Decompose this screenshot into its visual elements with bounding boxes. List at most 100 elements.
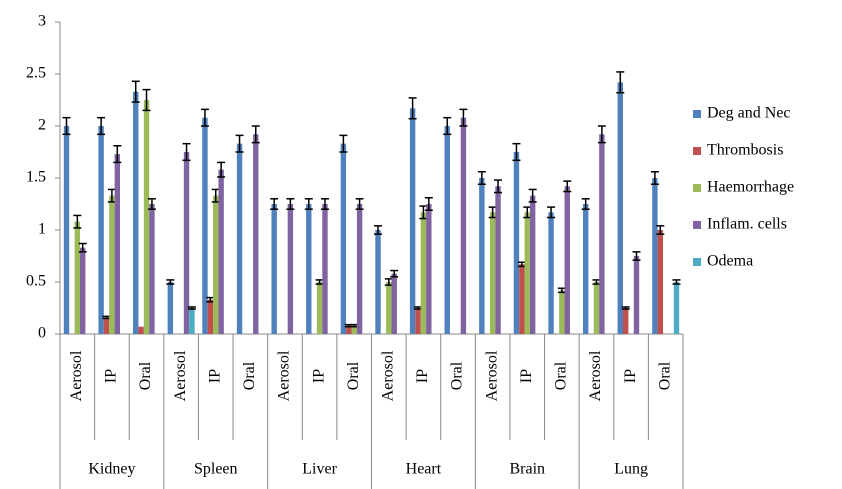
bar — [426, 204, 432, 334]
y-tick-label: 3 — [38, 13, 46, 30]
x-tick-label: Oral — [553, 361, 570, 390]
x-tick-label: Aerosol — [483, 350, 500, 401]
bar — [409, 108, 416, 334]
error-bar — [350, 323, 359, 328]
error-bar — [650, 171, 659, 185]
bar — [548, 212, 554, 334]
bar — [133, 91, 139, 335]
bar — [213, 195, 219, 334]
bar — [622, 308, 629, 334]
bar — [375, 230, 381, 334]
bar — [657, 230, 663, 334]
error-bar — [217, 161, 226, 178]
x-tick-label: Aerosol — [587, 350, 604, 401]
legend-swatch — [693, 147, 701, 155]
bar — [564, 186, 570, 334]
error-bar — [200, 108, 209, 127]
x-tick-label: IP — [103, 369, 120, 383]
bar — [356, 204, 363, 334]
bar — [103, 317, 110, 334]
error-bar — [304, 198, 313, 210]
error-bar — [459, 108, 468, 127]
bar — [80, 247, 86, 334]
error-bar — [443, 116, 452, 136]
bar — [673, 282, 680, 334]
bar — [391, 273, 397, 334]
bar — [189, 308, 195, 334]
bar — [167, 282, 174, 334]
group-label: Spleen — [194, 461, 238, 478]
legend-swatch — [693, 221, 701, 229]
x-tick-label: Oral — [241, 361, 258, 390]
error-bar — [672, 279, 681, 285]
error-bar — [528, 188, 537, 203]
bar — [143, 100, 150, 334]
error-bar — [131, 80, 140, 103]
bar — [489, 212, 496, 334]
error-bar — [592, 279, 601, 285]
y-tick-label: 2.5 — [26, 65, 46, 82]
bar — [287, 204, 294, 334]
bar — [519, 264, 525, 334]
error-bar — [616, 71, 625, 94]
error-bar — [78, 242, 87, 253]
error-bar — [355, 198, 364, 210]
bar — [138, 326, 144, 334]
error-bar — [656, 225, 665, 235]
legend-swatch — [693, 110, 701, 118]
error-bar — [414, 306, 423, 310]
bar — [479, 178, 485, 334]
legend-label: Haemorrhage — [707, 179, 794, 196]
bar — [322, 204, 328, 334]
error-bar — [374, 225, 383, 235]
bar — [652, 178, 658, 334]
error-bar — [62, 116, 71, 136]
error-bar — [166, 279, 175, 285]
error-bar — [107, 188, 116, 203]
bar — [593, 282, 600, 334]
error-bar — [73, 214, 82, 229]
error-bar — [142, 88, 151, 112]
bar — [599, 134, 605, 334]
legend-label: Odema — [707, 253, 753, 270]
error-bar — [477, 171, 486, 185]
error-bar — [384, 278, 393, 286]
x-tick-label: Oral — [345, 361, 362, 390]
y-tick-label: 1.5 — [26, 169, 46, 186]
error-bar — [632, 251, 641, 261]
error-bar — [206, 296, 215, 303]
x-tick-label: Oral — [656, 361, 673, 390]
error-bar — [523, 206, 532, 219]
bar — [253, 134, 259, 334]
bar — [582, 204, 589, 334]
x-tick-label: Aerosol — [68, 350, 85, 401]
error-bar — [97, 116, 106, 136]
y-tick-label: 0.5 — [26, 273, 46, 290]
bar — [415, 308, 421, 334]
bar — [316, 282, 323, 334]
bar — [386, 282, 392, 334]
legend-swatch — [693, 258, 701, 266]
error-bar — [339, 134, 348, 153]
bar — [202, 117, 208, 335]
bar — [98, 126, 104, 334]
x-tick-label: Oral — [449, 361, 466, 390]
bar — [218, 169, 224, 334]
error-bar — [286, 198, 295, 210]
error-bar — [581, 198, 590, 210]
error-bar — [320, 198, 329, 210]
error-bar — [182, 142, 191, 162]
error-bar — [251, 125, 260, 144]
bar — [420, 212, 427, 334]
bar — [109, 195, 115, 334]
bar — [207, 299, 214, 334]
group-label: Lung — [614, 461, 648, 478]
bar — [444, 126, 450, 334]
legend-label: Thrombosis — [707, 142, 783, 159]
bar — [346, 325, 352, 334]
error-bar — [512, 142, 521, 162]
error-bar — [494, 179, 503, 194]
bar — [529, 195, 536, 334]
error-bar — [315, 279, 324, 285]
